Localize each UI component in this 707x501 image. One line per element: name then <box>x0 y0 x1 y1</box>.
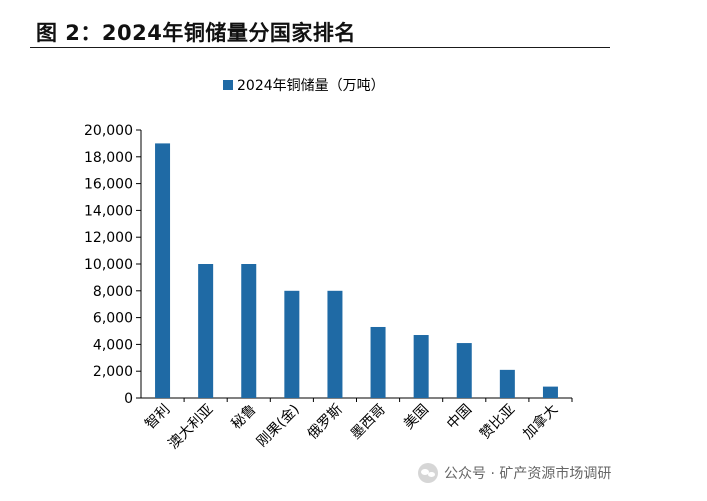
x-tick-label: 澳大利亚 <box>166 402 217 453</box>
bar <box>413 335 429 398</box>
legend-swatch <box>223 80 233 90</box>
bar <box>370 326 386 398</box>
y-tick-label: 6,000 <box>93 311 133 327</box>
bar <box>456 343 472 398</box>
watermark: 公众号 · 矿产资源市场调研 <box>418 462 611 484</box>
x-tick-label: 中国 <box>444 402 475 433</box>
y-tick-label: 16,000 <box>84 177 133 193</box>
title-divider <box>30 47 610 48</box>
y-tick-label: 4,000 <box>93 337 133 353</box>
figure-title: 图 2：2024年铜储量分国家排名 <box>36 21 356 45</box>
x-tick-label: 美国 <box>401 402 432 433</box>
x-tick-label: 俄罗斯 <box>305 402 346 443</box>
y-tick-label: 2,000 <box>93 364 133 380</box>
x-tick-label: 刚果(金) <box>254 402 303 451</box>
y-tick-label: 8,000 <box>93 284 133 300</box>
bar <box>155 143 171 398</box>
watermark-text: 公众号 · 矿产资源市场调研 <box>444 466 612 482</box>
x-tick-label: 加拿大 <box>520 401 562 443</box>
x-tick-label: 智利 <box>142 402 173 433</box>
y-tick-label: 12,000 <box>84 230 133 246</box>
bar <box>241 264 257 398</box>
bar <box>284 290 300 398</box>
bar <box>198 264 214 398</box>
y-tick-label: 18,000 <box>84 150 133 166</box>
y-tick-label: 14,000 <box>84 203 133 219</box>
legend-label: 2024年铜储量（万吨） <box>237 78 385 94</box>
y-tick-label: 10,000 <box>84 257 133 273</box>
bar <box>327 290 343 398</box>
x-tick-label: 秘鲁 <box>228 402 259 433</box>
x-tick-label: 墨西哥 <box>348 402 389 443</box>
x-tick-label: 赞比亚 <box>477 402 518 443</box>
bar <box>499 369 515 398</box>
wechat-icon <box>418 463 438 483</box>
bar <box>542 386 558 398</box>
y-tick-label: 0 <box>124 391 133 407</box>
y-tick-label: 20,000 <box>84 123 133 139</box>
